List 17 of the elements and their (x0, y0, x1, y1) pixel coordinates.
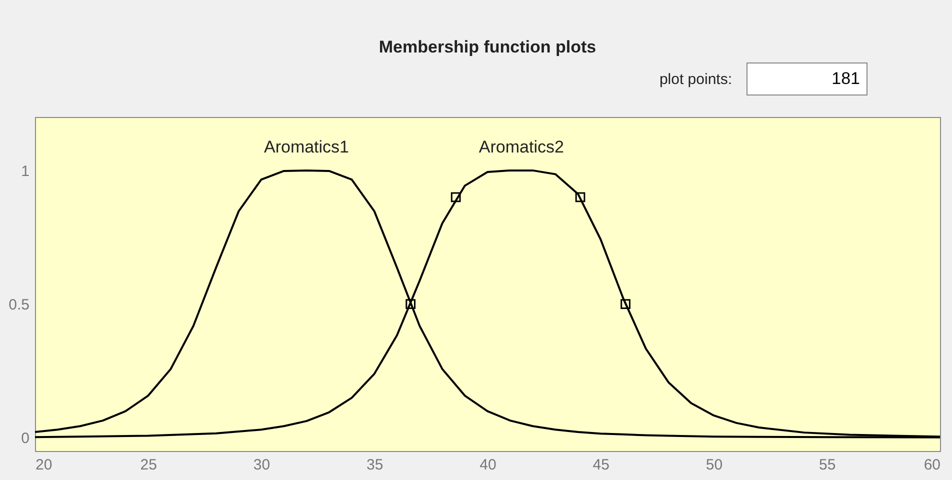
x-tick-label: 40 (480, 456, 496, 474)
text: 181 (832, 69, 860, 88)
x-tick-label: 20 (36, 456, 52, 474)
x-tick-label: 25 (140, 456, 157, 474)
x-tick-label: 50 (706, 456, 723, 474)
y-tick-label: 0 (21, 430, 30, 448)
x-tick-label: 45 (592, 456, 610, 474)
x-tick-label: 30 (253, 456, 270, 474)
text: plot points: (659, 71, 732, 88)
x-tick-label: 60 (924, 456, 940, 474)
y-tick-label: 1 (21, 162, 30, 180)
x-tick-label: 55 (819, 456, 836, 474)
series-label: Aromatics1 (264, 137, 350, 156)
series-label: Aromatics2 (478, 137, 564, 156)
chart-title: Membership function plots (378, 38, 596, 56)
y-tick-label: 0.5 (8, 296, 30, 314)
x-tick-label: 35 (366, 456, 384, 474)
